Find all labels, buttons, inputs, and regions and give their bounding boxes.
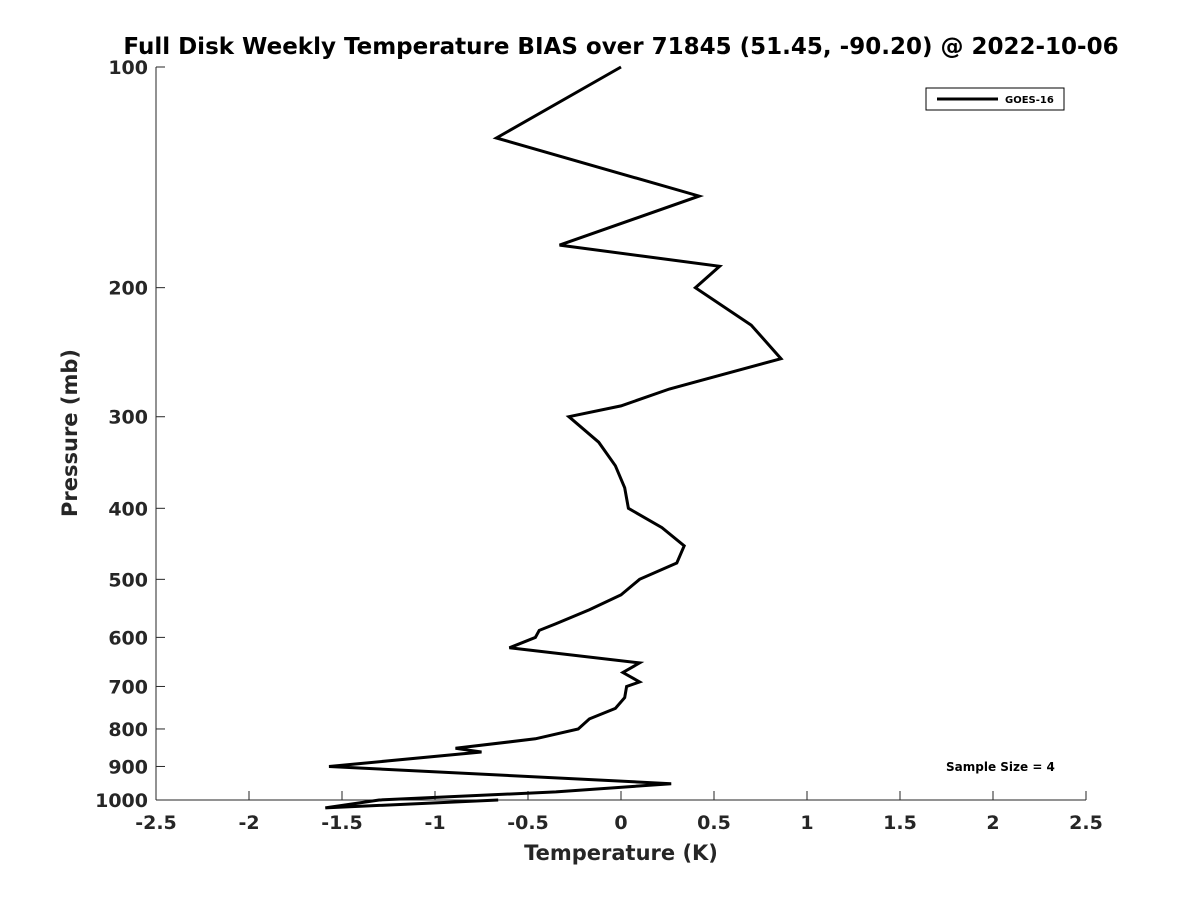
y-tick-label: 900 [108, 756, 148, 778]
x-tick-label: 1.5 [883, 812, 917, 834]
x-tick-label: 2.5 [1069, 812, 1103, 834]
x-tick-label: -0.5 [507, 812, 549, 834]
x-tick-label: -1.5 [321, 812, 363, 834]
x-tick-label: 0 [614, 812, 627, 834]
x-tick-label: 1 [800, 812, 813, 834]
y-tick-label: 400 [108, 498, 148, 520]
chart-title: Full Disk Weekly Temperature BIAS over 7… [123, 34, 1118, 60]
x-tick-label: -2 [238, 812, 259, 834]
x-axis-ticks: -2.5 -2 -1.5 -1 -0.5 0 0.5 1 1.5 2 2.5 [135, 791, 1103, 834]
y-tick-label: 200 [108, 278, 148, 300]
x-tick-label: -1 [424, 812, 445, 834]
y-tick-label: 800 [108, 719, 148, 741]
y-axis-label: Pressure (mb) [58, 349, 82, 517]
y-tick-label: 700 [108, 676, 148, 698]
legend: GOES-16 [925, 87, 1065, 111]
y-tick-label: 100 [108, 57, 148, 79]
legend-label-goes-16: GOES-16 [1005, 95, 1054, 106]
x-tick-label: 0.5 [697, 812, 731, 834]
series-line-goes-16 [325, 65, 784, 810]
y-axis-ticks: 100 200 300 400 500 600 700 800 900 1000 [95, 57, 165, 812]
y-tick-label: 500 [108, 569, 148, 591]
x-axis-label: Temperature (K) [524, 841, 718, 865]
y-tick-label: 300 [108, 407, 148, 429]
y-tick-label: 600 [108, 627, 148, 649]
series-layer [325, 65, 784, 810]
x-tick-label: -2.5 [135, 812, 177, 834]
sample-size-annotation: Sample Size = 4 [946, 760, 1055, 774]
x-tick-label: 2 [986, 812, 999, 834]
y-tick-label: 1000 [95, 790, 148, 812]
